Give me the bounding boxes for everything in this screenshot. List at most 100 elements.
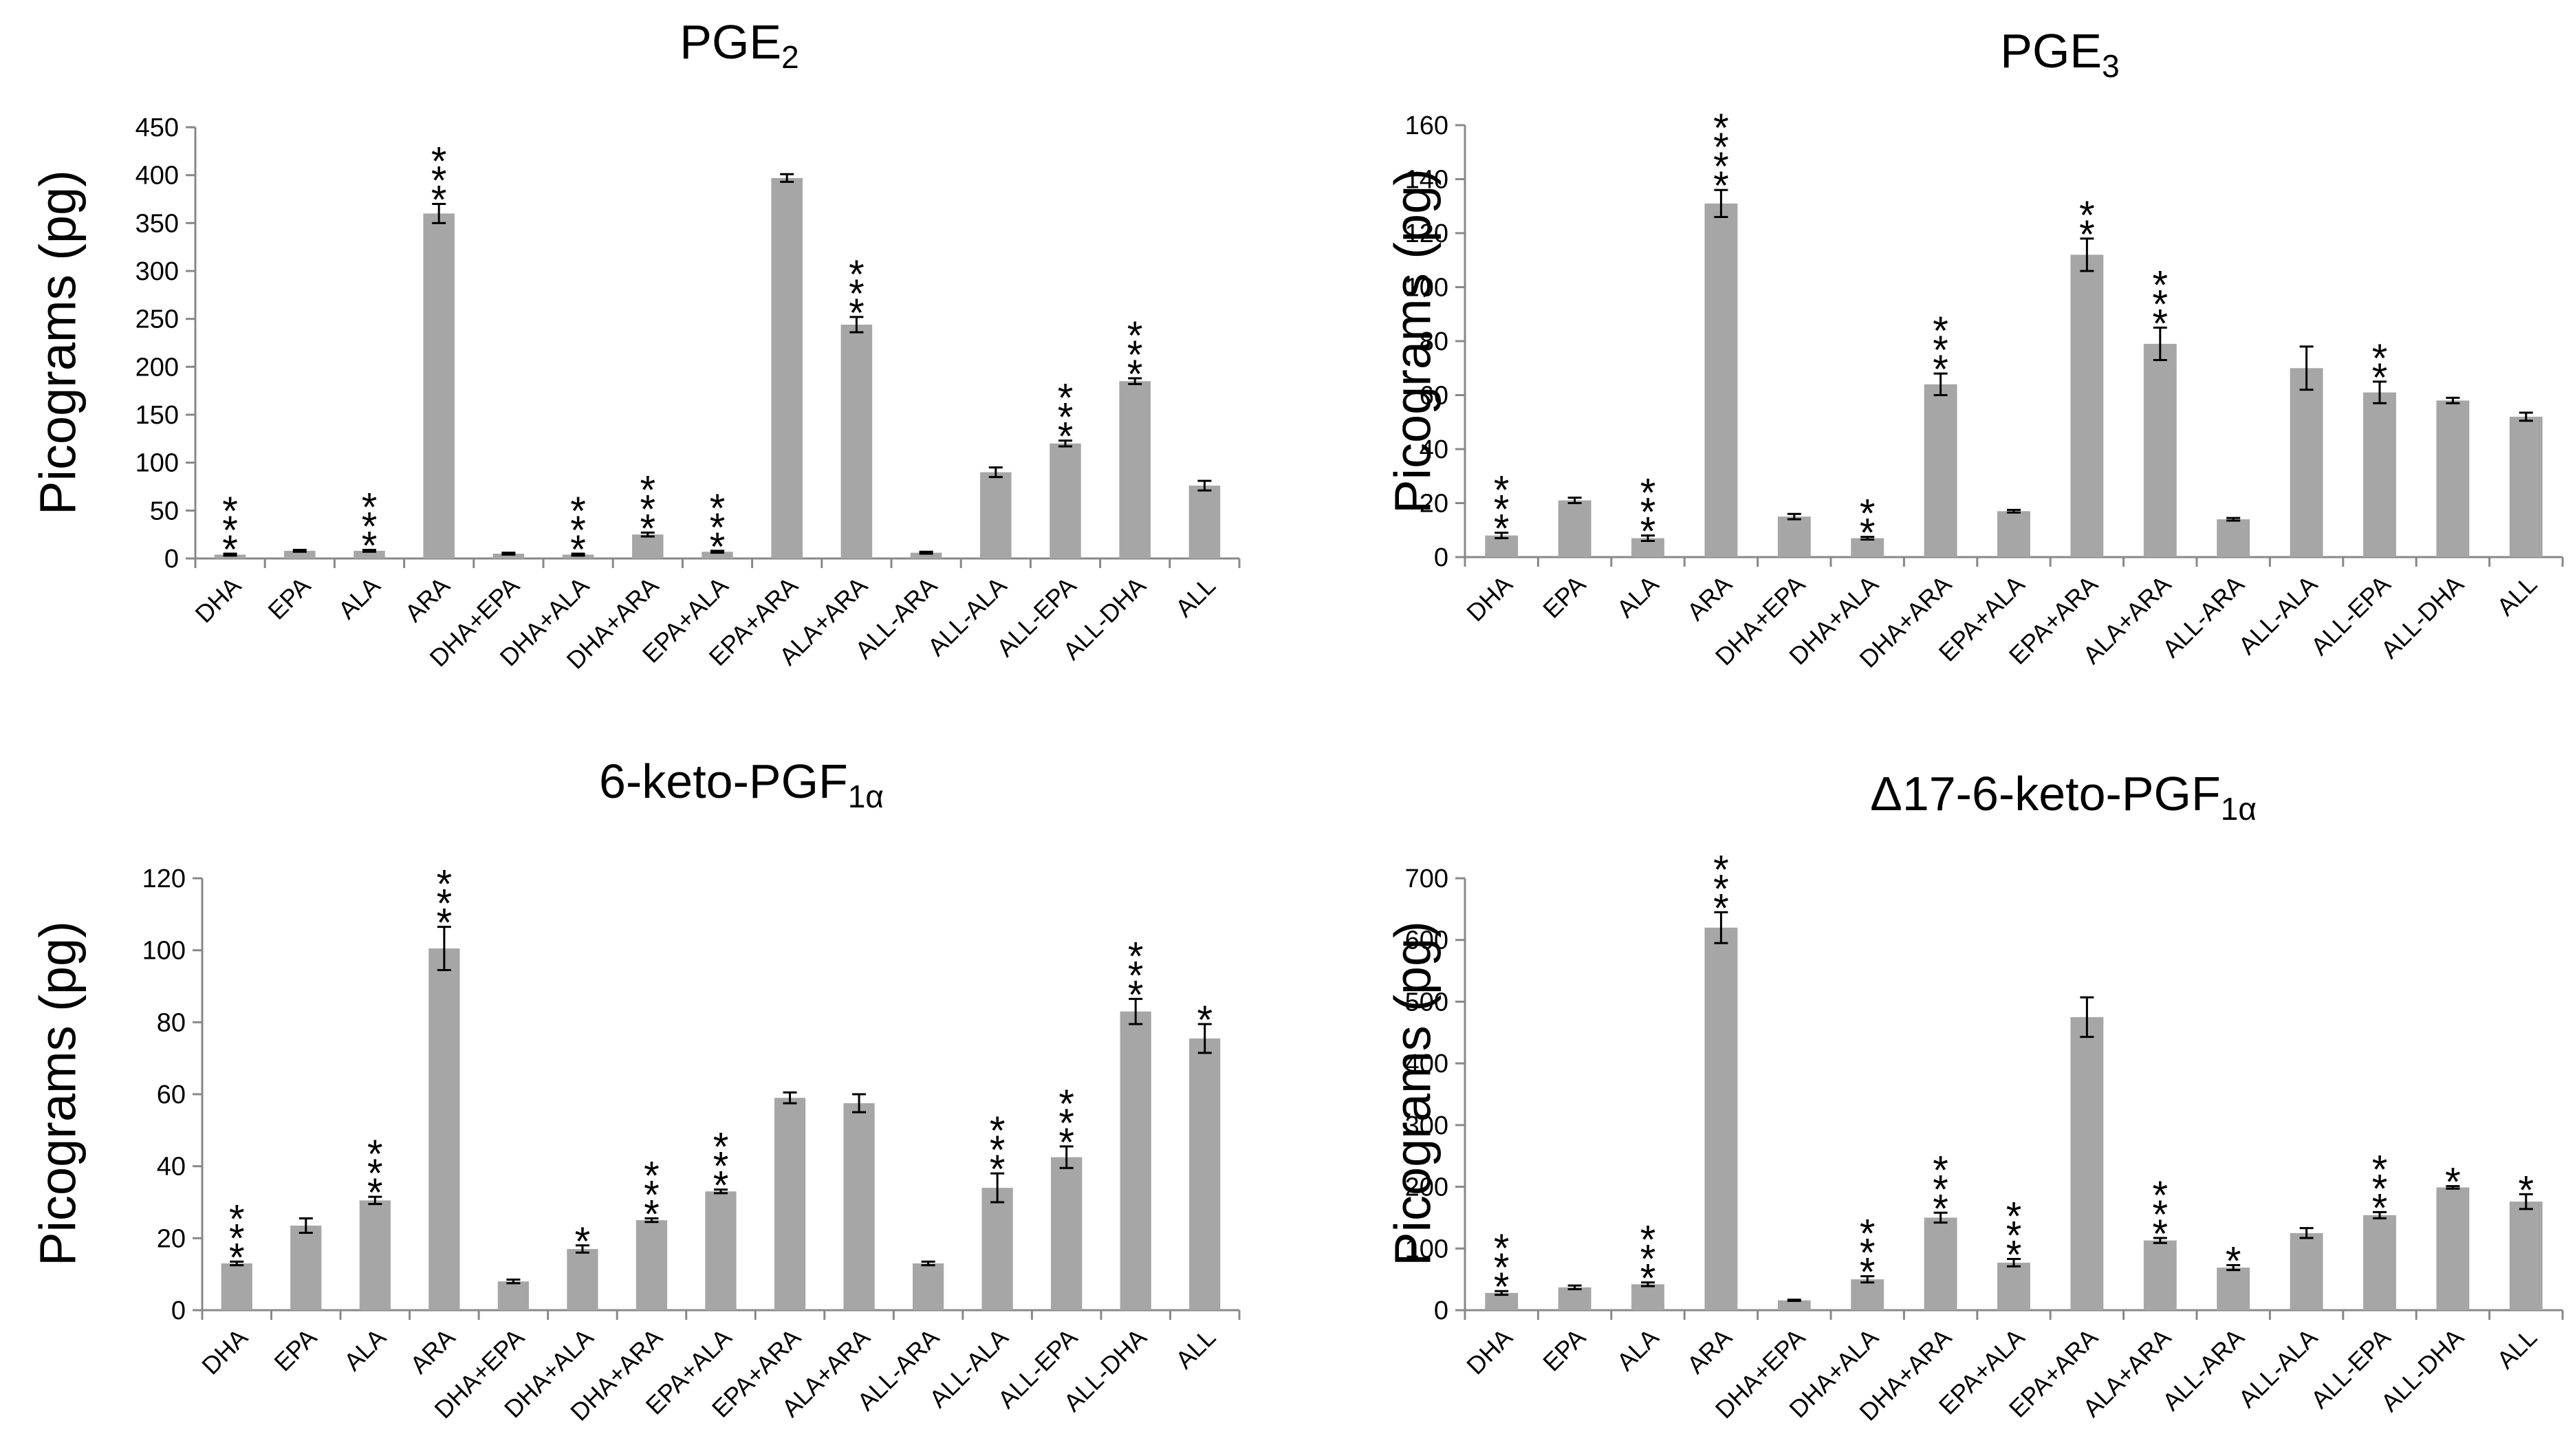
bar-all-ala bbox=[981, 1188, 1013, 1310]
y-axis-label: Picograms (pg) bbox=[1384, 169, 1442, 514]
significance-star: * bbox=[1713, 847, 1729, 892]
significance-star: * bbox=[2079, 213, 2095, 257]
bar-ara bbox=[423, 213, 455, 558]
significance-star: * bbox=[222, 528, 238, 572]
y-tick-label: 150 bbox=[135, 401, 179, 430]
bar-all-ara bbox=[910, 552, 942, 558]
significance-star: * bbox=[575, 1219, 591, 1264]
x-tick-label: ALL bbox=[1170, 572, 1221, 622]
bar-dha bbox=[221, 1263, 252, 1310]
error-bar bbox=[640, 531, 655, 538]
significance-marker: **** bbox=[1713, 106, 1729, 208]
significance-star: * bbox=[2079, 193, 2095, 238]
y-tick-label: 600 bbox=[1405, 926, 1448, 955]
y-tick-label: 350 bbox=[135, 209, 179, 238]
error-bar bbox=[362, 548, 376, 553]
significance-marker: *** bbox=[713, 1125, 729, 1208]
significance-star: * bbox=[431, 158, 447, 203]
error-bar bbox=[2446, 1185, 2460, 1190]
bar-all-ala bbox=[2290, 1232, 2323, 1310]
significance-marker: *** bbox=[2006, 1195, 2022, 1278]
error-bar bbox=[1567, 497, 1582, 504]
error-bar bbox=[2007, 508, 2021, 514]
significance-star: * bbox=[437, 882, 453, 926]
y-tick-label: 140 bbox=[1405, 166, 1448, 195]
bar-all bbox=[1189, 1038, 1221, 1310]
y-tick-label: 0 bbox=[171, 1296, 186, 1325]
error-bar bbox=[298, 1217, 313, 1234]
y-axis-label: Picograms (pg) bbox=[1384, 921, 1442, 1266]
significance-marker: *** bbox=[1713, 847, 1729, 931]
y-tick-label: 200 bbox=[1405, 1173, 1448, 1202]
y-tick-label: 500 bbox=[1405, 988, 1448, 1017]
significance-star: * bbox=[849, 272, 865, 316]
significance-star: * bbox=[849, 252, 865, 297]
bar-all-ara bbox=[2217, 1268, 2250, 1310]
y-tick-label: 250 bbox=[135, 305, 179, 334]
y-tick-label: 120 bbox=[142, 865, 186, 893]
significance-marker: *** bbox=[1640, 471, 1656, 554]
chart-title-subscript: 1α bbox=[2221, 791, 2257, 827]
y-tick-label: 0 bbox=[1434, 543, 1448, 572]
significance-star: * bbox=[1640, 1218, 1656, 1263]
x-tick-label: EPA bbox=[262, 572, 316, 625]
significance-star: * bbox=[2372, 1166, 2388, 1211]
x-tick-label: ARA bbox=[400, 572, 455, 627]
significance-marker: *** bbox=[437, 862, 453, 946]
error-bar bbox=[1714, 188, 1728, 218]
significance-star: * bbox=[2153, 301, 2169, 346]
x-tick-label: ARA bbox=[404, 1323, 460, 1379]
y-tick-label: 400 bbox=[135, 162, 179, 191]
error-bar bbox=[506, 1279, 521, 1285]
error-bar bbox=[2226, 1264, 2241, 1272]
significance-star: * bbox=[2153, 282, 2169, 327]
x-tick-label: EPA bbox=[268, 1323, 322, 1377]
significance-marker: ** bbox=[2372, 336, 2388, 400]
x-tick-label: DHA bbox=[1461, 570, 1518, 627]
error-bar bbox=[1641, 1281, 1655, 1287]
y-tick-label: 50 bbox=[150, 497, 179, 525]
significance-marker: *** bbox=[640, 468, 656, 551]
significance-star: * bbox=[437, 901, 453, 946]
error-bar bbox=[2299, 1227, 2314, 1239]
error-bar bbox=[2446, 396, 2460, 404]
chart-title-main: 6-keto-PGF bbox=[599, 754, 848, 808]
significance-star: * bbox=[1494, 507, 1510, 552]
error-bar bbox=[849, 316, 864, 334]
error-bar bbox=[1860, 536, 1875, 541]
significance-star: * bbox=[1127, 314, 1143, 358]
significance-star: * bbox=[849, 291, 865, 336]
significance-marker: * bbox=[2519, 1168, 2534, 1213]
bar-dha-epa bbox=[497, 1281, 530, 1310]
y-tick-label: 0 bbox=[164, 545, 179, 574]
chart-title-main: PGE bbox=[2000, 24, 2102, 78]
significance-star: * bbox=[1640, 1237, 1656, 1282]
chart-title: PGE2 bbox=[680, 15, 798, 75]
significance-star: * bbox=[710, 486, 726, 531]
bar-dha-ara bbox=[1924, 384, 1957, 557]
significance-star: * bbox=[2153, 1193, 2169, 1237]
bar-ara bbox=[428, 948, 460, 1310]
bar-ala-ara bbox=[2143, 1240, 2177, 1310]
y-tick-label: 80 bbox=[157, 1008, 186, 1037]
error-bar bbox=[223, 552, 237, 557]
significance-marker: *** bbox=[1058, 1082, 1074, 1165]
significance-star: * bbox=[1933, 309, 1948, 354]
bar-all-dha bbox=[1120, 1011, 1151, 1310]
y-tick-label: 200 bbox=[135, 353, 179, 382]
error-bar bbox=[2080, 237, 2094, 272]
significance-marker: *** bbox=[367, 1132, 383, 1215]
y-tick-label: 80 bbox=[1420, 327, 1448, 356]
y-tick-label: 0 bbox=[1434, 1296, 1448, 1325]
significance-marker: *** bbox=[990, 1109, 1006, 1192]
significance-star: * bbox=[1128, 934, 1144, 979]
bar-ala-ara bbox=[843, 1103, 875, 1310]
error-bar bbox=[230, 1260, 244, 1267]
error-bar bbox=[710, 550, 724, 554]
significance-star: * bbox=[570, 489, 586, 534]
bar-ala bbox=[354, 550, 385, 558]
chart-title-subscript: 1α bbox=[848, 779, 884, 814]
significance-star: * bbox=[1640, 490, 1656, 535]
y-tick-label: 100 bbox=[1405, 274, 1448, 303]
